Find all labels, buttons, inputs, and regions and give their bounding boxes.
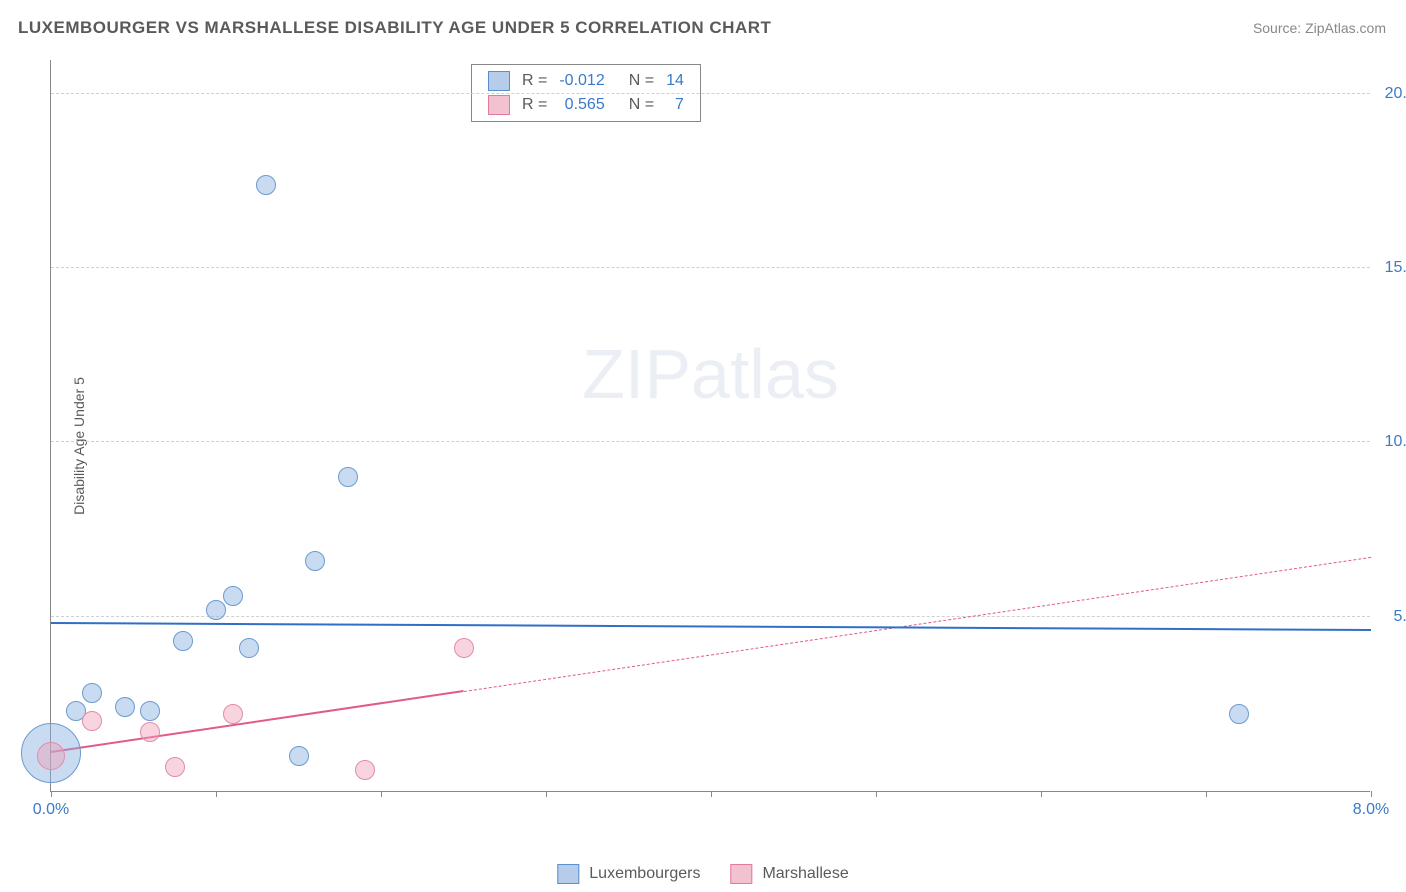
legend-swatch	[730, 864, 752, 884]
data-point	[338, 467, 358, 487]
legend-n-label: N =	[623, 93, 660, 117]
legend-n-value: 7	[660, 93, 690, 117]
watermark-thin: atlas	[691, 335, 839, 413]
trend-line	[51, 622, 1371, 631]
data-point	[454, 638, 474, 658]
data-point	[37, 742, 65, 770]
data-point	[82, 683, 102, 703]
legend-n-value: 14	[660, 69, 690, 93]
x-tick	[1371, 791, 1372, 797]
data-point	[223, 586, 243, 606]
legend-r-value: -0.012	[553, 69, 610, 93]
data-point	[256, 175, 276, 195]
scatter-plot: ZIPatlas R =-0.012N =14R =0.565N =7 5.0%…	[50, 60, 1370, 792]
x-tick	[381, 791, 382, 797]
x-tick-label: 8.0%	[1353, 801, 1389, 819]
y-tick-label: 15.0%	[1375, 259, 1406, 277]
x-tick	[876, 791, 877, 797]
legend-swatch	[488, 95, 510, 115]
x-tick	[1041, 791, 1042, 797]
data-point	[140, 722, 160, 742]
legend-item: Marshallese	[730, 864, 848, 884]
data-point	[206, 600, 226, 620]
x-tick	[51, 791, 52, 797]
legend-r-value: 0.565	[553, 93, 610, 117]
gridline	[51, 267, 1370, 268]
watermark-bold: ZIP	[582, 335, 691, 413]
legend-swatch	[557, 864, 579, 884]
x-tick	[546, 791, 547, 797]
source-attribution: Source: ZipAtlas.com	[1253, 20, 1386, 36]
data-point	[355, 760, 375, 780]
x-tick	[711, 791, 712, 797]
legend-label: Luxembourgers	[589, 865, 700, 883]
source-name: ZipAtlas.com	[1305, 20, 1386, 36]
legend-swatch	[488, 71, 510, 91]
y-tick-label: 10.0%	[1375, 433, 1406, 451]
data-point	[140, 701, 160, 721]
legend-item: Luxembourgers	[557, 864, 700, 884]
legend-label: Marshallese	[762, 865, 848, 883]
data-point	[165, 757, 185, 777]
data-point	[1229, 704, 1249, 724]
source-prefix: Source:	[1253, 20, 1305, 36]
data-point	[173, 631, 193, 651]
x-tick	[1206, 791, 1207, 797]
data-point	[289, 746, 309, 766]
gridline	[51, 93, 1370, 94]
data-point	[82, 711, 102, 731]
data-point	[115, 697, 135, 717]
y-tick-label: 20.0%	[1375, 85, 1406, 103]
x-tick-label: 0.0%	[33, 801, 69, 819]
chart-title: LUXEMBOURGER VS MARSHALLESE DISABILITY A…	[18, 18, 771, 38]
series-legend: Luxembourgers Marshallese	[557, 864, 848, 884]
data-point	[305, 551, 325, 571]
trend-line	[51, 690, 464, 753]
watermark: ZIPatlas	[582, 334, 839, 414]
gridline	[51, 441, 1370, 442]
x-tick	[216, 791, 217, 797]
legend-r-label: R =	[516, 69, 553, 93]
legend-r-label: R =	[516, 93, 553, 117]
gridline	[51, 616, 1370, 617]
y-tick-label: 5.0%	[1375, 608, 1406, 626]
legend-n-label: N =	[623, 69, 660, 93]
data-point	[223, 704, 243, 724]
data-point	[239, 638, 259, 658]
